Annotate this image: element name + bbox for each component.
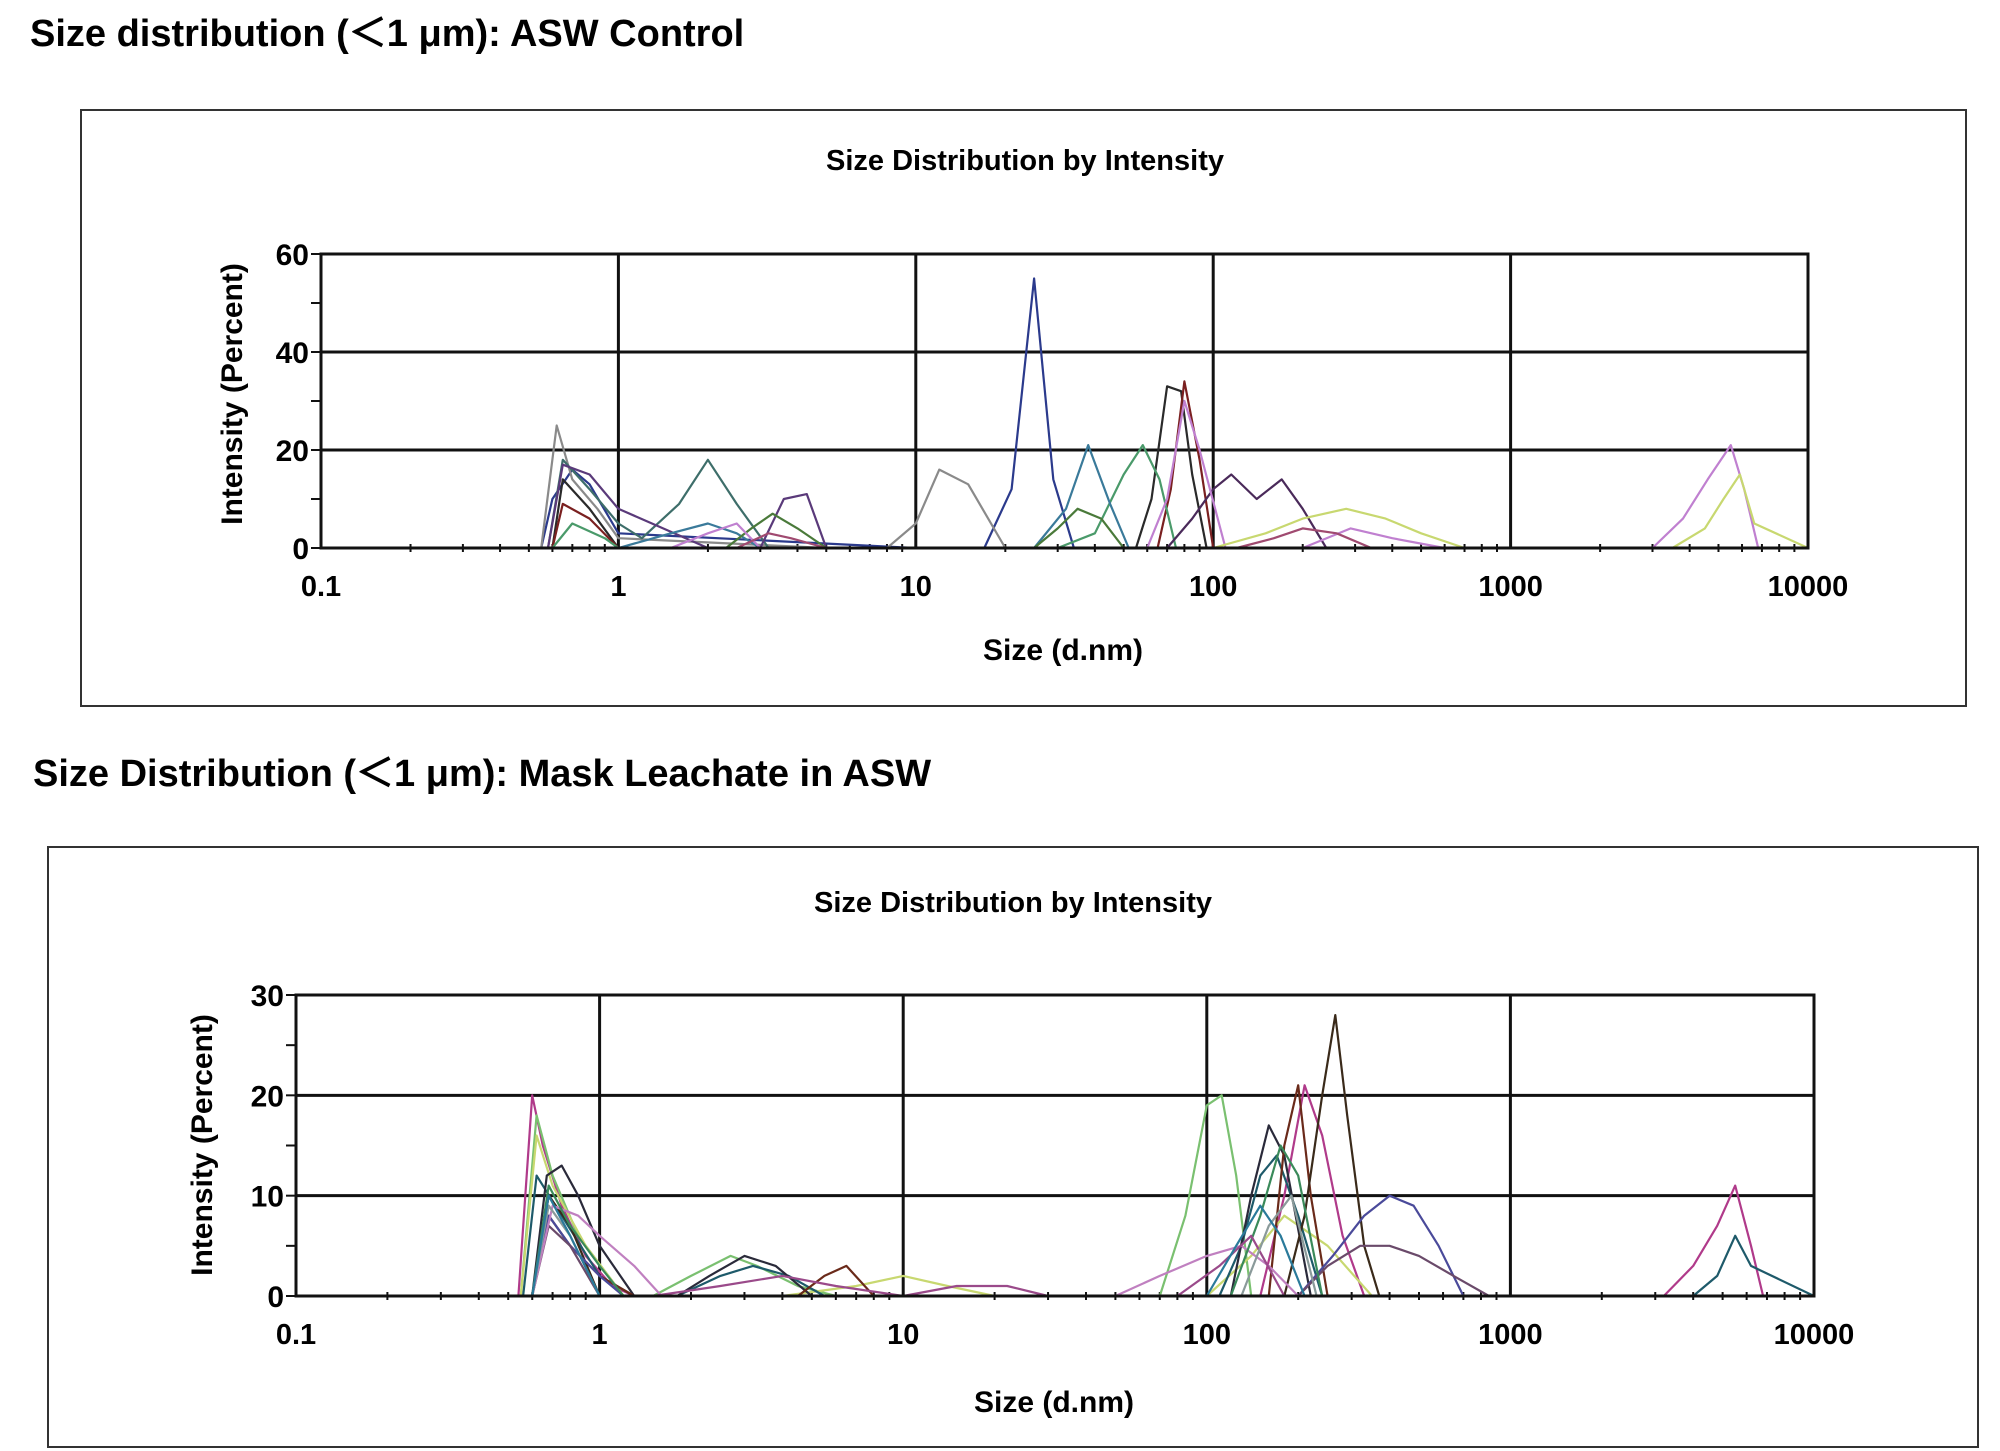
y-tick-label: 30	[251, 980, 284, 1013]
series-line-7	[528, 444, 1808, 550]
chart-title: Size Distribution by Intensity	[826, 145, 1224, 177]
chart-mask-leachate: Size Distribution by Intensity 0.1 1 10 100…	[47, 846, 1979, 1448]
x-tick-label: 0.1	[276, 1319, 316, 1351]
chart-frame	[47, 846, 1979, 1448]
y-tick-label: 10	[251, 1181, 284, 1214]
y-tick-label: 40	[276, 337, 309, 370]
y-axis-label: Intensity (Percent)	[216, 263, 249, 525]
chart-frame	[80, 109, 1967, 707]
plot-area: 0.1 1 10 100 1000 10000 0 20 40 60	[276, 239, 1849, 603]
x-axis-label: Size (d.nm)	[974, 1386, 1134, 1419]
y-tick-label: 20	[251, 1080, 284, 1113]
x-tick-label: 100	[1189, 571, 1237, 603]
x-tick-label: 1000	[1478, 1319, 1543, 1351]
x-axis-label: Size (d.nm)	[983, 634, 1143, 667]
series-line-10	[1166, 473, 1808, 550]
y-tick-label: 0	[267, 1281, 284, 1314]
x-tick-label: 100	[1183, 1319, 1231, 1351]
chart-asw-control: Size Distribution by Intensity 0.1 1 10 100…	[80, 109, 1967, 707]
x-tick-label: 1	[592, 1319, 608, 1351]
x-tick-label: 1000	[1478, 571, 1543, 603]
y-tick-label: 0	[292, 533, 309, 566]
top-figure-heading: Size distribution (＜1 μm): ASW Control	[30, 13, 745, 55]
y-tick-label: 20	[276, 435, 309, 468]
series-line-8	[508, 1194, 1814, 1298]
plot-border	[319, 252, 1810, 550]
x-tick-label: 10	[887, 1319, 919, 1351]
y-tick-label: 60	[276, 239, 309, 272]
x-tick-label: 10000	[1774, 1319, 1855, 1351]
chart-title: Size Distribution by Intensity	[814, 887, 1212, 919]
x-tick-label: 1	[610, 571, 626, 603]
plot-area: 0.1 1 10 100 1000 10000 0 10 20 30	[251, 980, 1855, 1351]
plot-border	[294, 993, 1816, 1298]
x-tick-label: 0.1	[301, 571, 341, 603]
x-tick-label: 10	[900, 571, 932, 603]
x-tick-label: 10000	[1768, 571, 1849, 603]
series-line-12	[599, 1234, 1814, 1298]
bottom-figure-heading: Size Distribution (＜1 μm): Mask Leachate…	[33, 753, 932, 795]
y-axis-label: Intensity (Percent)	[186, 1014, 219, 1276]
series-line-5	[502, 1124, 1814, 1298]
